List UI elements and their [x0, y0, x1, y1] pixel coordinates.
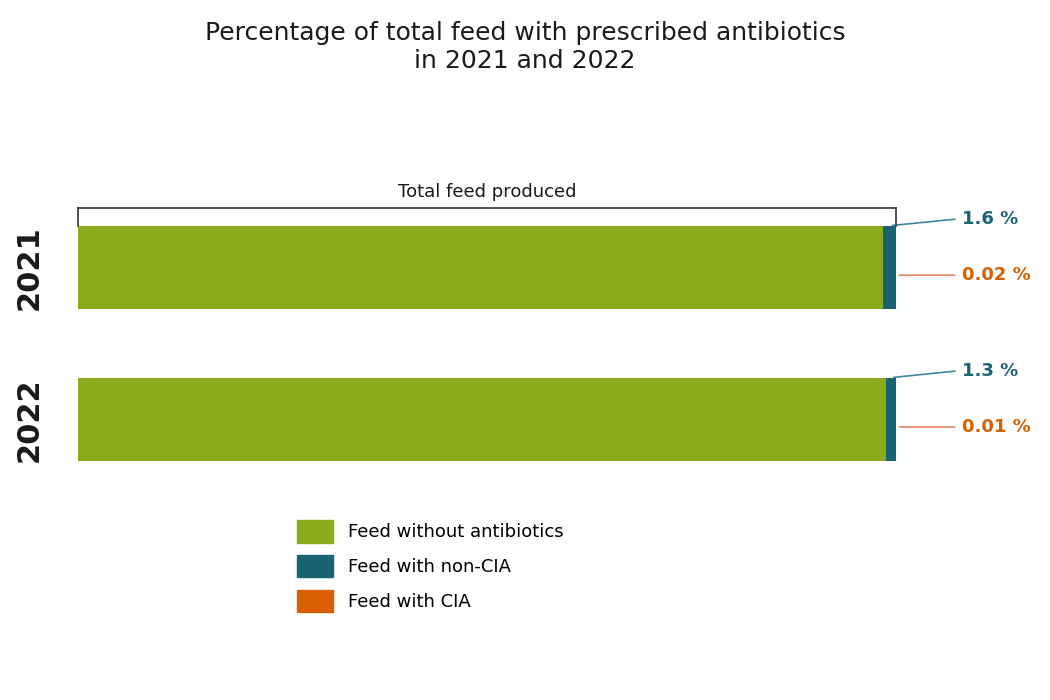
Text: 1.6 %: 1.6 %: [962, 210, 1018, 228]
Text: 0.01 %: 0.01 %: [962, 418, 1031, 436]
Bar: [883, 225, 897, 309]
Bar: [885, 378, 897, 461]
Bar: [79, 378, 885, 461]
Legend: Feed without antibiotics, Feed with non-CIA, Feed with CIA: Feed without antibiotics, Feed with non-…: [290, 513, 570, 619]
Text: Percentage of total feed with prescribed antibiotics
in 2021 and 2022: Percentage of total feed with prescribed…: [205, 21, 845, 73]
Text: 0.02 %: 0.02 %: [962, 266, 1031, 284]
Bar: [79, 225, 883, 309]
Text: 1.3 %: 1.3 %: [962, 362, 1018, 380]
Text: Total feed produced: Total feed produced: [398, 183, 576, 202]
